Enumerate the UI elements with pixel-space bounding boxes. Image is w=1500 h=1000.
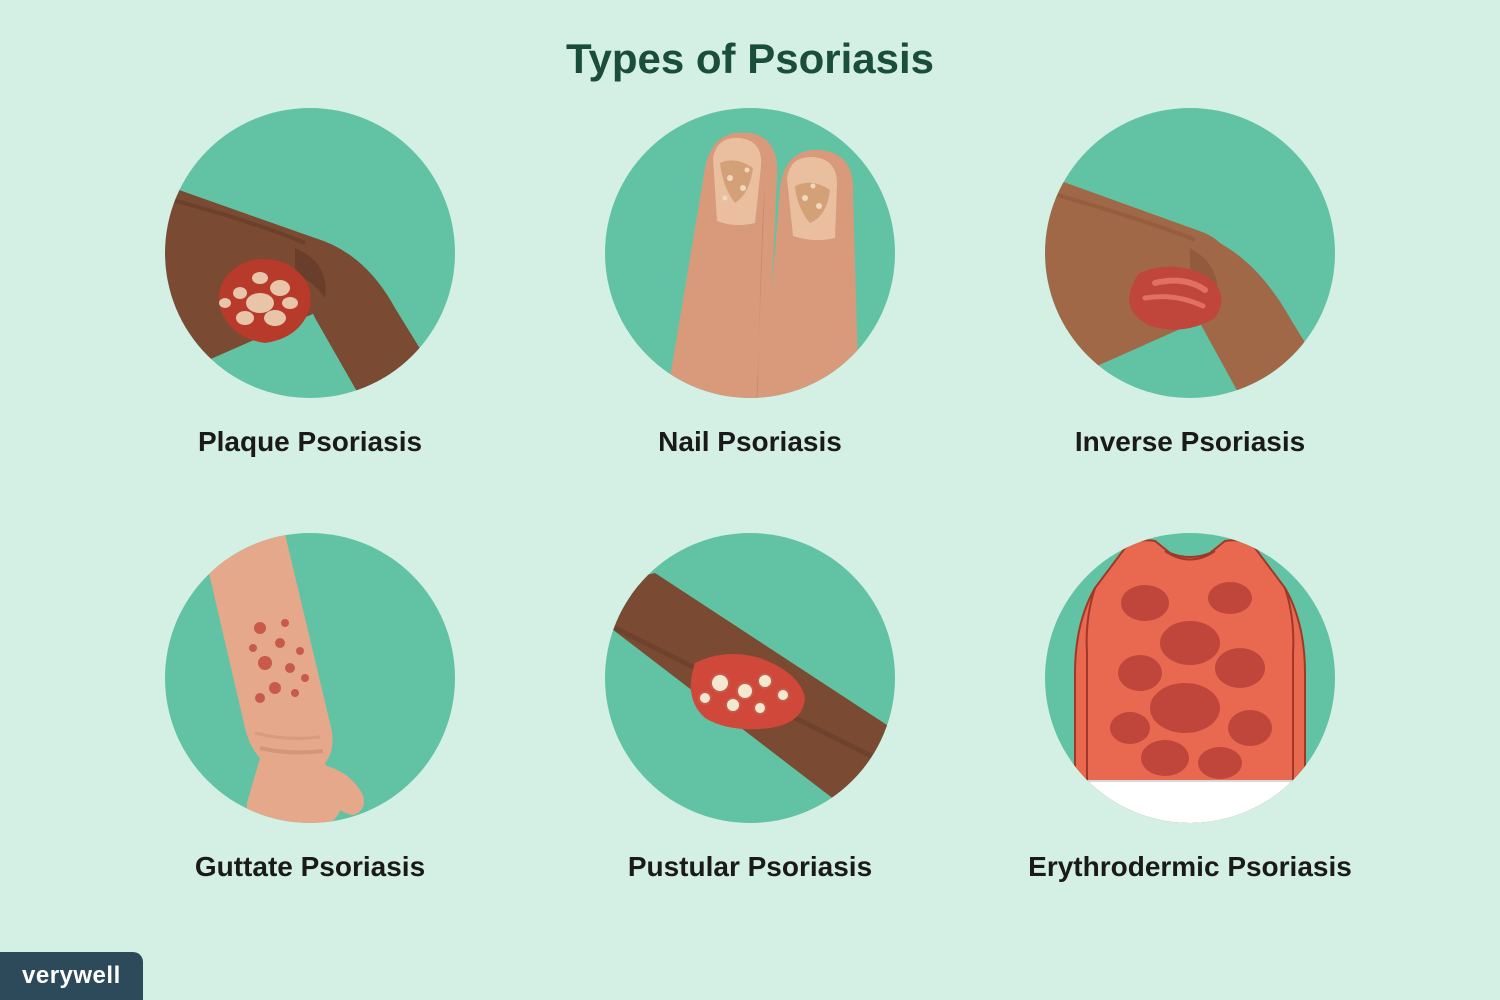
types-grid: Plaque Psoriasis: [0, 108, 1500, 998]
cell-pustular: Pustular Psoriasis: [560, 533, 940, 918]
cell-plaque: Plaque Psoriasis: [120, 108, 500, 493]
nail-icon: [605, 108, 895, 398]
cell-erythrodermic: Erythrodermic Psoriasis: [1000, 533, 1380, 918]
pustular-icon: [605, 533, 895, 823]
erythrodermic-icon: [1045, 533, 1335, 823]
caption-nail: Nail Psoriasis: [658, 426, 842, 458]
brand-logo: verywell: [0, 952, 143, 1000]
page-title: Types of Psoriasis: [0, 0, 1500, 108]
guttate-icon: [165, 533, 455, 823]
cell-nail: Nail Psoriasis: [560, 108, 940, 493]
caption-pustular: Pustular Psoriasis: [628, 851, 872, 883]
caption-guttate: Guttate Psoriasis: [195, 851, 425, 883]
caption-erythrodermic: Erythrodermic Psoriasis: [1028, 851, 1352, 883]
cell-inverse: Inverse Psoriasis: [1000, 108, 1380, 493]
inverse-icon: [1045, 108, 1335, 398]
cell-guttate: Guttate Psoriasis: [120, 533, 500, 918]
caption-inverse: Inverse Psoriasis: [1075, 426, 1305, 458]
caption-plaque: Plaque Psoriasis: [198, 426, 422, 458]
plaque-icon: [165, 108, 455, 398]
